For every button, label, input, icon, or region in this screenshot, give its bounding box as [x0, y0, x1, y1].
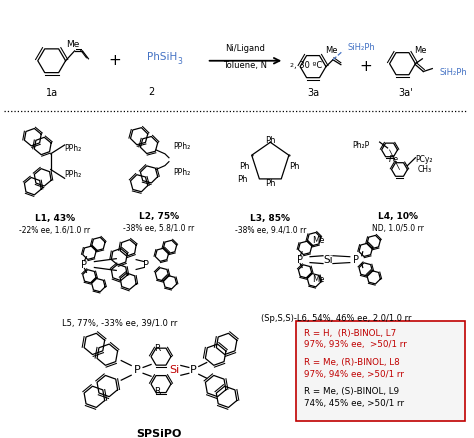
Text: -38% ee, 5.8/1.0 rr: -38% ee, 5.8/1.0 rr	[123, 224, 195, 233]
Text: L4, 10%: L4, 10%	[377, 212, 418, 221]
Text: 3a': 3a'	[398, 88, 413, 98]
Text: 97%, 93% ee,  >50/1 rr: 97%, 93% ee, >50/1 rr	[304, 340, 407, 350]
Text: Me: Me	[312, 275, 324, 284]
Text: 2: 2	[148, 87, 154, 97]
Text: 74%, 45% ee, >50/1 rr: 74%, 45% ee, >50/1 rr	[304, 399, 404, 408]
Text: P: P	[353, 254, 359, 265]
Text: L5, 77%, -33% ee, 39/1.0 rr: L5, 77%, -33% ee, 39/1.0 rr	[62, 319, 177, 328]
Text: PPh₂: PPh₂	[64, 170, 82, 179]
Text: P: P	[134, 365, 140, 375]
Text: -22% ee, 1.6/1.0 rr: -22% ee, 1.6/1.0 rr	[19, 226, 90, 235]
Text: PPh₂: PPh₂	[173, 142, 190, 152]
Text: -38% ee, 9.4/1.0 rr: -38% ee, 9.4/1.0 rr	[235, 226, 306, 235]
Text: P: P	[190, 365, 196, 375]
Text: 3: 3	[178, 57, 183, 66]
Text: P: P	[297, 254, 303, 265]
Text: +: +	[359, 59, 372, 74]
Text: 1a: 1a	[46, 88, 58, 98]
Text: Ph: Ph	[239, 162, 250, 171]
Text: Ph: Ph	[237, 175, 248, 184]
Text: R: R	[154, 344, 160, 353]
Text: 2: 2	[289, 63, 293, 68]
Bar	[296, 321, 465, 421]
Text: CH₃: CH₃	[418, 165, 431, 174]
Text: 97%, 94% ee, >50/1 rr: 97%, 94% ee, >50/1 rr	[304, 370, 404, 379]
Text: Me: Me	[312, 236, 324, 244]
Text: Toluene, N: Toluene, N	[223, 61, 267, 70]
Text: Si: Si	[169, 365, 179, 375]
Text: Ni/Ligand: Ni/Ligand	[226, 45, 265, 53]
Text: Me: Me	[66, 39, 79, 49]
Text: SiH₂Ph: SiH₂Ph	[348, 42, 375, 52]
Text: Si: Si	[323, 254, 333, 265]
Text: PhSiH: PhSiH	[147, 52, 177, 62]
Text: SiH₂Ph: SiH₂Ph	[439, 68, 467, 77]
Text: R: R	[154, 388, 160, 396]
Text: L3, 85%: L3, 85%	[250, 214, 290, 223]
Text: 3a: 3a	[307, 88, 319, 98]
Text: +: +	[108, 53, 121, 68]
Text: (Sp,S,S)-L6, 54%, 46% ee, 2.0/1.0 rr: (Sp,S,S)-L6, 54%, 46% ee, 2.0/1.0 rr	[261, 314, 411, 323]
Text: L1, 43%: L1, 43%	[35, 214, 75, 223]
Text: PPh₂: PPh₂	[173, 168, 190, 177]
Text: Me: Me	[325, 46, 337, 56]
Text: PCy₂: PCy₂	[415, 155, 433, 164]
Text: , 30 ºC: , 30 ºC	[294, 61, 322, 70]
Text: Ph: Ph	[265, 136, 275, 145]
Text: R = Me, (R)-BINOL, L8: R = Me, (R)-BINOL, L8	[304, 358, 400, 367]
Text: PPh₂: PPh₂	[64, 145, 82, 153]
Text: Ph₂P: Ph₂P	[353, 141, 370, 151]
Text: P: P	[82, 260, 88, 269]
Text: Me: Me	[414, 46, 427, 56]
Text: Ph: Ph	[289, 162, 300, 171]
Text: Ph: Ph	[265, 179, 275, 188]
Text: R = H,  (R)-BINOL, L7: R = H, (R)-BINOL, L7	[304, 328, 396, 338]
Text: SPSiPO: SPSiPO	[137, 429, 182, 438]
Text: R = Me, (S)-BINOL, L9: R = Me, (S)-BINOL, L9	[304, 388, 399, 396]
Text: P: P	[143, 260, 149, 269]
Text: ND, 1.0/5.0 rr: ND, 1.0/5.0 rr	[372, 224, 423, 233]
Text: Fe: Fe	[389, 155, 399, 164]
Text: L2, 75%: L2, 75%	[139, 212, 179, 221]
